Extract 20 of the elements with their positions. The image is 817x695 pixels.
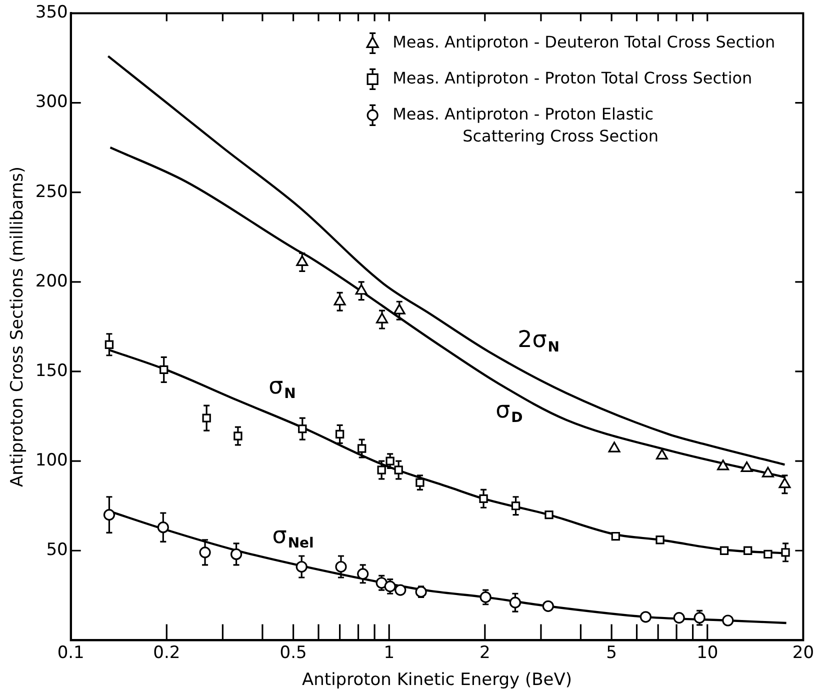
y-tick-label: 150 [35, 360, 68, 381]
x-tick-label: 20 [792, 642, 814, 663]
legend-label: Meas. Antiproton - Proton Total Cross Section [392, 68, 752, 88]
legend-label: Meas. Antiproton - Proton Elastic Scattering Cross Section [392, 104, 659, 146]
y-tick-label: 300 [35, 92, 68, 112]
y-tick-label: 350 [35, 2, 68, 23]
legend-label: Meas. Antiproton - Deuteron Total Cross Section [392, 32, 776, 52]
x-axis-title: Antiproton Kinetic Energy (BeV) [302, 670, 572, 690]
x-tick-label: 5 [606, 642, 617, 663]
y-axis-title: Antiproton Cross Sections (millibarns) [8, 166, 28, 487]
y-tick-label: 50 [46, 540, 68, 560]
x-tick-label: 10 [696, 642, 718, 663]
x-tick-label: 0.2 [153, 642, 180, 663]
y-tick-label: 100 [35, 450, 68, 470]
x-tick-label: 0.5 [280, 642, 307, 663]
y-tick-label: 250 [35, 182, 68, 202]
x-tick-label: 1 [384, 642, 395, 663]
y-tick-label: 200 [35, 271, 68, 292]
x-tick-label: 2 [480, 642, 490, 663]
x-tick-label: 0.1 [57, 642, 84, 663]
